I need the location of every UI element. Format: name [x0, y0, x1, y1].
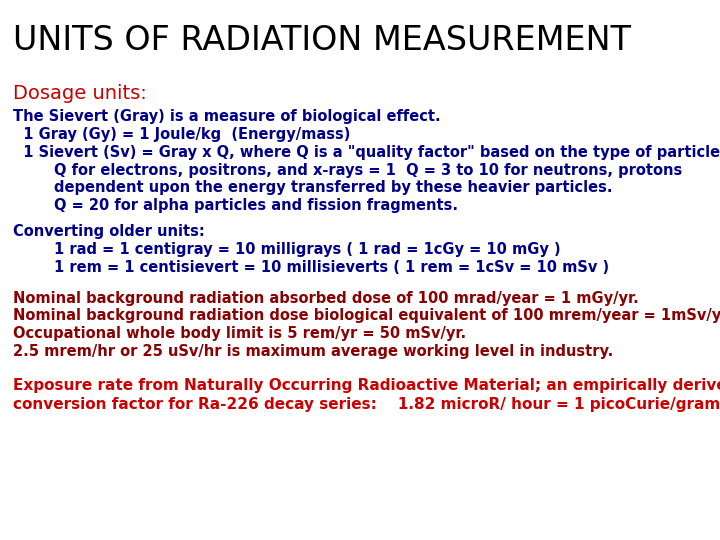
Text: Nominal background radiation absorbed dose of 100 mrad/year = 1 mGy/yr.: Nominal background radiation absorbed do… [13, 291, 639, 306]
Text: 1 rad = 1 centigray = 10 milligrays ( 1 rad = 1cGy = 10 mGy ): 1 rad = 1 centigray = 10 milligrays ( 1 … [13, 242, 561, 257]
Text: 1 Sievert (Sv) = Gray x Q, where Q is a "quality factor" based on the type of pa: 1 Sievert (Sv) = Gray x Q, where Q is a … [13, 145, 720, 160]
Text: 1 Gray (Gy) = 1 Joule/kg  (Energy/mass): 1 Gray (Gy) = 1 Joule/kg (Energy/mass) [13, 127, 351, 142]
Text: Exposure rate from Naturally Occurring Radioactive Material; an empirically deri: Exposure rate from Naturally Occurring R… [13, 378, 720, 393]
Text: Dosage units:: Dosage units: [13, 84, 147, 103]
Text: Nominal background radiation dose biological equivalent of 100 mrem/year = 1mSv/: Nominal background radiation dose biolog… [13, 308, 720, 323]
Text: The Sievert (Gray) is a measure of biological effect.: The Sievert (Gray) is a measure of biolo… [13, 109, 441, 124]
Text: dependent upon the energy transferred by these heavier particles.: dependent upon the energy transferred by… [13, 180, 613, 195]
Text: conversion factor for Ra-226 decay series:    1.82 microR/ hour = 1 picoCurie/gr: conversion factor for Ra-226 decay serie… [13, 397, 720, 412]
Text: 2.5 mrem/hr or 25 uSv/hr is maximum average working level in industry.: 2.5 mrem/hr or 25 uSv/hr is maximum aver… [13, 344, 613, 359]
Text: 1 rem = 1 centisievert = 10 millisieverts ( 1 rem = 1cSv = 10 mSv ): 1 rem = 1 centisievert = 10 millisievert… [13, 260, 609, 275]
Text: Q = 20 for alpha particles and fission fragments.: Q = 20 for alpha particles and fission f… [13, 198, 458, 213]
Text: Q for electrons, positrons, and x-rays = 1  Q = 3 to 10 for neutrons, protons: Q for electrons, positrons, and x-rays =… [13, 163, 683, 178]
Text: Converting older units:: Converting older units: [13, 224, 204, 239]
Text: Occupational whole body limit is 5 rem/yr = 50 mSv/yr.: Occupational whole body limit is 5 rem/y… [13, 326, 466, 341]
Text: UNITS OF RADIATION MEASUREMENT: UNITS OF RADIATION MEASUREMENT [13, 24, 631, 57]
